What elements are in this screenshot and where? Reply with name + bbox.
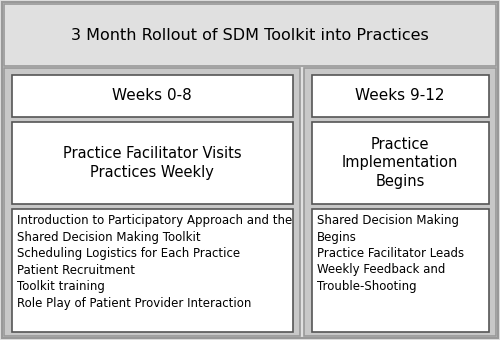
Bar (312, 75, 489, 117)
Text: Practice Facilitator Visits
Practices Weekly: Practice Facilitator Visits Practices We… (62, 146, 242, 180)
Text: Practice
Implementation
Begins: Practice Implementation Begins (342, 137, 458, 189)
Text: Shared Decision Making
Begins
Practice Facilitator Leads
Weekly Feedback and
Tro: Shared Decision Making Begins Practice F… (317, 214, 464, 293)
Text: Introduction to Participatory Approach and the
Shared Decision Making Toolkit
Sc: Introduction to Participatory Approach a… (17, 214, 292, 309)
Text: 3 Month Rollout of SDM Toolkit into Practices: 3 Month Rollout of SDM Toolkit into Prac… (71, 28, 429, 42)
Text: Weeks 0-8: Weeks 0-8 (112, 88, 192, 103)
Bar (12, 75, 293, 117)
Bar (4, 68, 300, 336)
Text: Weeks 9-12: Weeks 9-12 (355, 88, 445, 103)
Bar (312, 122, 489, 204)
Bar (12, 122, 293, 204)
Bar (304, 68, 496, 336)
Bar (4, 4, 496, 66)
Bar (12, 209, 293, 332)
Bar (312, 209, 489, 332)
